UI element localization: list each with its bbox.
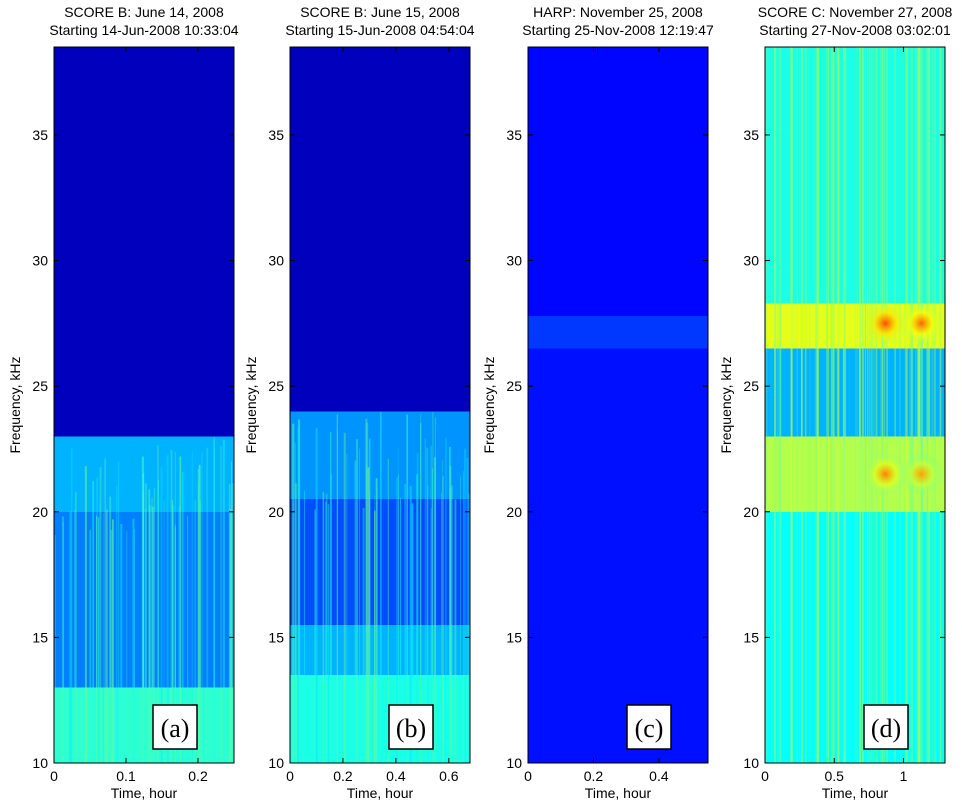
x-tick-label: 1 — [900, 768, 908, 784]
panel-2: 10 15 20 25 30 35 0 0.2 0.4 0.6 SCORE B: June 15, … — [243, 4, 475, 801]
spectrogram-image — [290, 47, 470, 763]
axes-frame — [53, 46, 235, 764]
panel-4: 10 15 20 25 30 35 0 0.5 1 SCORE C: November 27, 2… — [718, 4, 952, 801]
y-axis-label: Frequency, kHz — [7, 357, 23, 454]
x-axis-label: Time, hour — [822, 785, 889, 801]
y-tick-label: 35 — [268, 127, 284, 143]
y-tick-label: 30 — [506, 253, 522, 269]
x-tick-label: 0.4 — [649, 768, 669, 784]
panel-title: HARP: November 25, 2008 — [533, 4, 703, 20]
spectrogram-image — [54, 47, 234, 763]
y-axis-label: Frequency, kHz — [481, 357, 497, 454]
y-tick-label: 30 — [32, 253, 48, 269]
panel-subtitle: Starting 27-Nov-2008 03:02:01 — [759, 22, 951, 38]
spectrogram-texture — [765, 47, 944, 763]
panel-label: (a) — [161, 714, 190, 743]
y-axis-label: Frequency, kHz — [718, 357, 734, 454]
x-tick-label: 0 — [761, 768, 769, 784]
y-tick-label: 15 — [506, 629, 522, 645]
x-tick-label: 0.2 — [333, 768, 353, 784]
spectrogram-texture — [292, 411, 470, 763]
spectrogram-texture — [54, 437, 234, 763]
panel-label: (d) — [871, 714, 901, 743]
x-tick-label: 0 — [286, 768, 294, 784]
y-tick-label: 25 — [506, 378, 522, 394]
panel-1: 10 15 20 25 30 35 0 0.1 0.2 SCORE B: June 14, 200… — [7, 4, 239, 801]
y-tick-label: 35 — [506, 127, 522, 143]
panel-subtitle: Starting 15-Jun-2008 04:54:04 — [285, 22, 474, 38]
y-tick-label: 15 — [743, 629, 759, 645]
panel-subtitle: Starting 25-Nov-2008 12:19:47 — [522, 22, 714, 38]
x-tick-label: 0.2 — [188, 768, 208, 784]
y-tick-label: 35 — [32, 127, 48, 143]
spectrogram-image — [528, 47, 708, 763]
panel-subtitle: Starting 14-Jun-2008 10:33:04 — [49, 22, 238, 38]
y-tick-label: 25 — [268, 378, 284, 394]
y-axis-label: Frequency, kHz — [243, 357, 259, 454]
x-axis-label: Time, hour — [347, 785, 414, 801]
y-tick-label: 15 — [268, 629, 284, 645]
panel-3: 10 15 20 25 30 35 0 0.2 0.4 HARP: November 25, 20… — [481, 4, 714, 801]
panel-label-box — [863, 704, 909, 750]
x-tick-label: 0.1 — [116, 768, 136, 784]
panel-title: SCORE B: June 15, 2008 — [300, 4, 460, 20]
x-tick-label: 0.5 — [824, 768, 844, 784]
y-tick-label: 30 — [268, 253, 284, 269]
y-tick-label: 10 — [268, 755, 284, 771]
x-tick-label: 0.6 — [439, 768, 459, 784]
x-axis-label: Time, hour — [111, 785, 178, 801]
x-tick-label: 0.4 — [386, 768, 406, 784]
y-tick-label: 25 — [32, 378, 48, 394]
y-tick-label: 10 — [32, 755, 48, 771]
x-tick-label: 0 — [50, 768, 58, 784]
x-tick-label: 0 — [524, 768, 532, 784]
y-tick-label: 35 — [743, 127, 759, 143]
panel-label-box — [626, 704, 672, 750]
y-tick-label: 20 — [32, 504, 48, 520]
y-tick-label: 15 — [32, 629, 48, 645]
y-tick-label: 20 — [506, 504, 522, 520]
y-tick-label: 20 — [743, 504, 759, 520]
panel-label-box — [152, 704, 198, 750]
y-tick-label: 10 — [506, 755, 522, 771]
y-tick-label: 20 — [268, 504, 284, 520]
y-tick-label: 10 — [743, 755, 759, 771]
panel-label: (c) — [635, 714, 664, 743]
axes-frame — [764, 46, 946, 764]
x-tick-label: 0.2 — [584, 768, 604, 784]
panel-label-box — [388, 704, 434, 750]
panel-label: (b) — [396, 714, 426, 743]
y-tick-label: 25 — [743, 378, 759, 394]
axes-frame — [289, 46, 471, 764]
panel-title: SCORE C: November 27, 2008 — [758, 4, 953, 20]
x-axis-label: Time, hour — [585, 785, 652, 801]
axes-frame — [527, 46, 709, 764]
panel-title: SCORE B: June 14, 2008 — [64, 4, 224, 20]
y-tick-label: 30 — [743, 253, 759, 269]
spectrogram-image — [765, 47, 945, 763]
